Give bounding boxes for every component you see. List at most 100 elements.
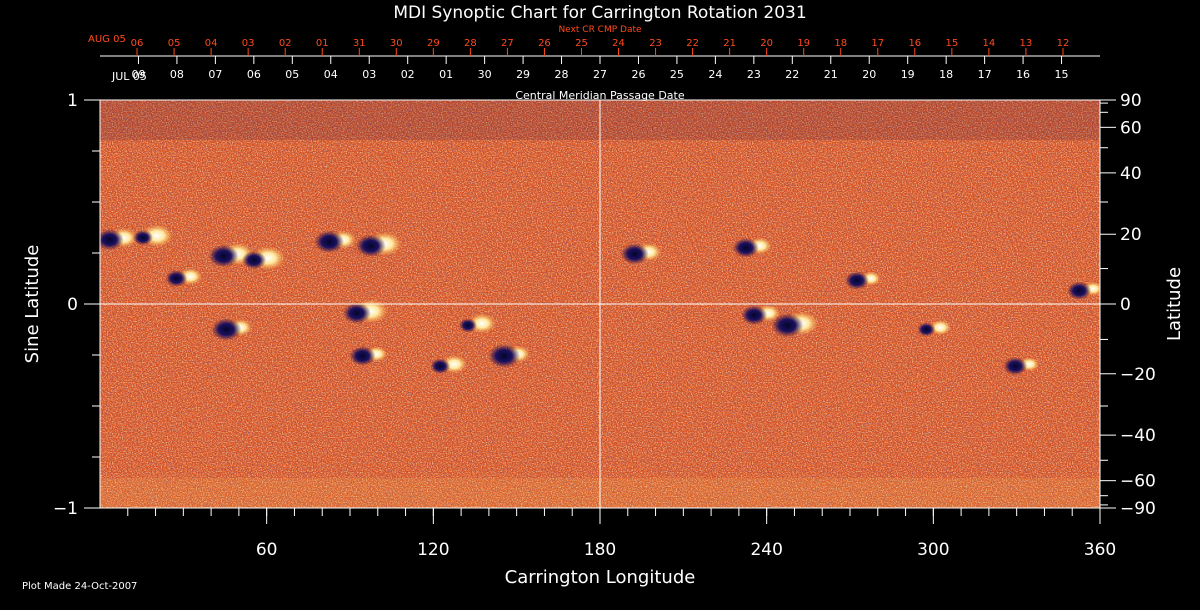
bottom-date-label: 20 bbox=[862, 68, 876, 81]
bottom-date-label: 02 bbox=[401, 68, 415, 81]
active-region bbox=[165, 267, 203, 287]
bottom-date-label: 15 bbox=[1055, 68, 1069, 81]
bottom-axis-start-label: JUL 05 bbox=[111, 70, 147, 83]
bottom-date-label: 26 bbox=[631, 68, 645, 81]
bottom-date-label: 16 bbox=[1016, 68, 1030, 81]
negative-polarity bbox=[355, 234, 386, 258]
active-region bbox=[349, 346, 388, 366]
top-date-label: 18 bbox=[834, 38, 847, 49]
top-date-label: 27 bbox=[501, 38, 514, 49]
y-left-tick-label: 1 bbox=[67, 91, 78, 111]
negative-polarity bbox=[100, 229, 124, 251]
active-regions bbox=[100, 224, 1100, 376]
bottom-date-label: 30 bbox=[478, 68, 492, 81]
negative-polarity bbox=[211, 318, 242, 341]
top-date-label: 24 bbox=[612, 38, 625, 49]
top-date-label: 31 bbox=[353, 38, 366, 49]
y-right-tick-label: −40 bbox=[1120, 426, 1156, 446]
bottom-date-label: 09 bbox=[131, 68, 145, 81]
y-right-tick-label: 90 bbox=[1120, 91, 1142, 111]
x-tick-label: 180 bbox=[584, 540, 616, 560]
negative-polarity bbox=[242, 250, 267, 270]
bottom-date-label: 28 bbox=[555, 68, 569, 81]
top-date-label: 17 bbox=[871, 38, 884, 49]
top-date-label: 26 bbox=[538, 38, 551, 49]
negative-polarity bbox=[349, 346, 376, 366]
bottom-date-label: 01 bbox=[439, 68, 453, 81]
x-tick-label: 360 bbox=[1084, 540, 1116, 560]
negative-polarity bbox=[430, 358, 451, 375]
bottom-date-label: 07 bbox=[208, 68, 222, 81]
bottom-axis-label: Central Meridian Passage Date bbox=[515, 89, 684, 102]
negative-polarity bbox=[459, 318, 477, 333]
y-right-tick-label: −60 bbox=[1120, 472, 1156, 492]
negative-polarity bbox=[1067, 281, 1092, 300]
bottom-date-label: 25 bbox=[670, 68, 684, 81]
active-region bbox=[732, 237, 772, 258]
x-tick-label: 300 bbox=[917, 540, 949, 560]
x-tick-label: 240 bbox=[750, 540, 782, 560]
negative-polarity bbox=[732, 237, 759, 258]
active-region bbox=[342, 299, 388, 324]
bottom-date-label: 21 bbox=[824, 68, 838, 81]
bottom-date-label: 23 bbox=[747, 68, 761, 81]
negative-polarity bbox=[165, 269, 188, 287]
active-region bbox=[430, 355, 468, 375]
y-axis-title-left: Sine Latitude bbox=[22, 245, 43, 364]
bottom-date-label: 05 bbox=[285, 68, 299, 81]
active-region bbox=[242, 246, 286, 271]
negative-polarity bbox=[488, 344, 521, 368]
y-right-tick-label: 60 bbox=[1120, 118, 1142, 138]
top-date-label: 03 bbox=[242, 38, 255, 49]
top-axis-label: Next CR CMP Date bbox=[558, 25, 642, 35]
active-region bbox=[314, 230, 357, 254]
bottom-date-label: 08 bbox=[170, 68, 184, 81]
negative-polarity bbox=[917, 322, 936, 337]
magnetogram-map bbox=[100, 100, 1100, 508]
y-left-tick-label: −1 bbox=[53, 499, 78, 519]
top-date-label: 22 bbox=[686, 38, 699, 49]
bottom-date-label: 27 bbox=[593, 68, 607, 81]
active-region bbox=[1067, 281, 1100, 300]
bottom-date-label: 03 bbox=[362, 68, 376, 81]
top-date-label: 13 bbox=[1020, 38, 1033, 49]
active-region bbox=[355, 231, 402, 258]
plot-made-note: Plot Made 24-Oct-2007 bbox=[22, 581, 137, 592]
top-date-label: 29 bbox=[427, 38, 440, 49]
top-date-label: 28 bbox=[464, 38, 477, 49]
active-region bbox=[844, 271, 881, 290]
top-date-label: 23 bbox=[649, 38, 662, 49]
negative-polarity bbox=[208, 244, 239, 268]
y-right-tick-label: −90 bbox=[1120, 499, 1156, 519]
bottom-date-label: 17 bbox=[978, 68, 992, 81]
y-right-tick-label: 0 bbox=[1120, 295, 1131, 315]
active-region bbox=[133, 224, 173, 247]
negative-polarity bbox=[1003, 357, 1028, 376]
active-region bbox=[741, 304, 781, 326]
negative-polarity bbox=[620, 243, 649, 265]
negative-polarity bbox=[314, 230, 345, 254]
top-date-label: 02 bbox=[279, 38, 292, 49]
top-date-label: 01 bbox=[316, 38, 329, 49]
active-region bbox=[459, 313, 496, 334]
y-right-tick-label: 20 bbox=[1120, 225, 1142, 245]
top-date-label: 06 bbox=[131, 38, 144, 49]
active-region bbox=[1003, 357, 1040, 376]
bottom-date-label: 04 bbox=[324, 68, 338, 81]
negative-polarity bbox=[342, 302, 371, 324]
active-region bbox=[211, 318, 253, 341]
bottom-date-label: 24 bbox=[708, 68, 722, 81]
negative-polarity bbox=[844, 271, 869, 290]
y-axis-title-right: Latitude bbox=[1164, 267, 1185, 341]
x-tick-label: 60 bbox=[256, 540, 278, 560]
x-tick-label: 120 bbox=[417, 540, 449, 560]
top-date-label: 19 bbox=[797, 38, 810, 49]
top-date-label: 05 bbox=[168, 38, 181, 49]
top-date-label: 15 bbox=[945, 38, 958, 49]
top-date-label: 30 bbox=[390, 38, 403, 49]
y-right-tick-label: −20 bbox=[1120, 365, 1156, 385]
y-right-tick-label: 40 bbox=[1120, 164, 1142, 184]
negative-polarity bbox=[771, 313, 804, 338]
negative-polarity bbox=[133, 229, 153, 246]
